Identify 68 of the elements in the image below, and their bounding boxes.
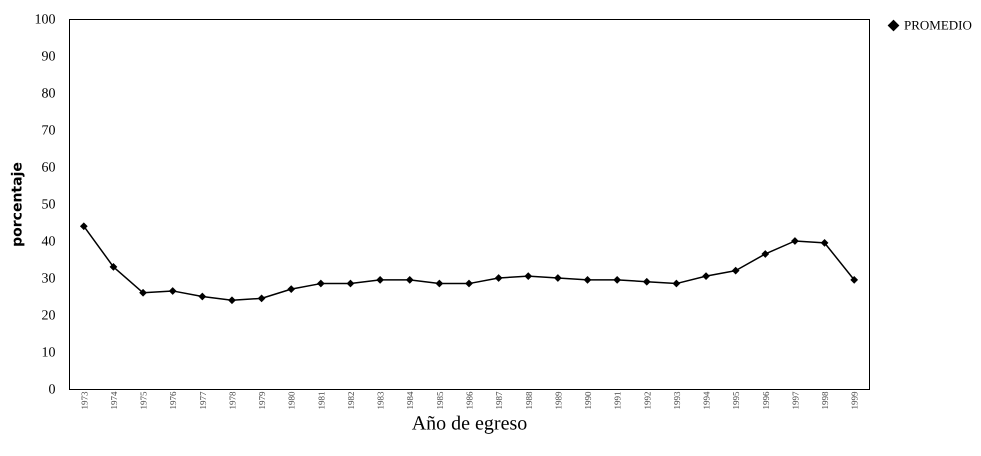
point (406, 276, 414, 284)
point (168, 287, 177, 295)
x-tick-label: 1989 (553, 391, 564, 410)
point (820, 238, 828, 247)
legend-label: PROMEDIO (904, 18, 972, 32)
x-tick-label: 1974 (108, 391, 119, 410)
point (850, 276, 858, 284)
point (316, 280, 325, 288)
x-tick-label: 1987 (494, 391, 504, 410)
point (228, 296, 236, 304)
x-tick-label: 1986 (464, 391, 474, 410)
x-tick-label: 1983 (376, 391, 386, 410)
x-tick-label: 1995 (731, 391, 742, 410)
y-axis-title: porcentaje (10, 162, 26, 247)
point (524, 272, 532, 280)
point (642, 278, 651, 286)
y-tick-label: 50 (42, 198, 56, 212)
x-tick-label: 1991 (612, 392, 623, 410)
x-axis-title: Año de egreso (412, 412, 528, 434)
y-tick-label: 70 (42, 124, 56, 138)
point (494, 274, 503, 282)
x-tick-label: 1998 (820, 391, 830, 410)
point (761, 250, 770, 258)
point (791, 237, 799, 245)
point (376, 276, 384, 284)
point (672, 280, 680, 288)
x-tick-label: 1993 (672, 391, 682, 410)
x-tick-label: 1973 (79, 391, 90, 410)
x-tick-label: 1996 (760, 391, 771, 410)
y-tick-label: 80 (42, 86, 56, 102)
y-tick-label: 30 (42, 272, 56, 286)
point (732, 266, 740, 274)
x-tick-label: 1981 (316, 392, 326, 410)
point (554, 274, 562, 282)
y-tick-label: 40 (42, 234, 56, 250)
point (139, 288, 147, 297)
point (80, 222, 88, 230)
point (287, 285, 296, 293)
x-tick-label: 1985 (434, 391, 445, 410)
point (198, 292, 206, 300)
x-tick-label: 1997 (790, 391, 800, 410)
point (435, 280, 444, 288)
x-tick-label: 1999 (850, 391, 860, 410)
y-tick-label: 20 (42, 308, 56, 324)
x-tick-label: 1982 (346, 392, 356, 410)
point (702, 272, 710, 280)
x-tick-label: 1977 (198, 391, 208, 410)
y-tick-label: 60 (42, 160, 56, 176)
x-tick-label: 1979 (257, 391, 268, 410)
y-tick-label: 10 (42, 346, 56, 360)
point (258, 294, 266, 302)
x-tick-label: 1994 (702, 391, 712, 410)
point (346, 280, 354, 288)
point (613, 276, 622, 284)
x-tick-label: 1992 (642, 392, 652, 410)
point (584, 276, 592, 284)
x-tick-label: 1980 (286, 391, 297, 410)
x-tick-label: 1988 (524, 391, 534, 410)
y-tick-label: 100 (34, 12, 56, 28)
x-tick-label: 1990 (583, 391, 594, 410)
x-tick-label: 1975 (138, 391, 149, 410)
point (465, 280, 473, 288)
x-tick-label: 1984 (405, 391, 416, 410)
point (110, 263, 118, 271)
x-tick-label: 1976 (168, 391, 178, 410)
y-tick-label: 90 (42, 50, 56, 64)
y-tick-label: 0 (48, 382, 56, 398)
x-tick-label: 1978 (227, 391, 238, 410)
